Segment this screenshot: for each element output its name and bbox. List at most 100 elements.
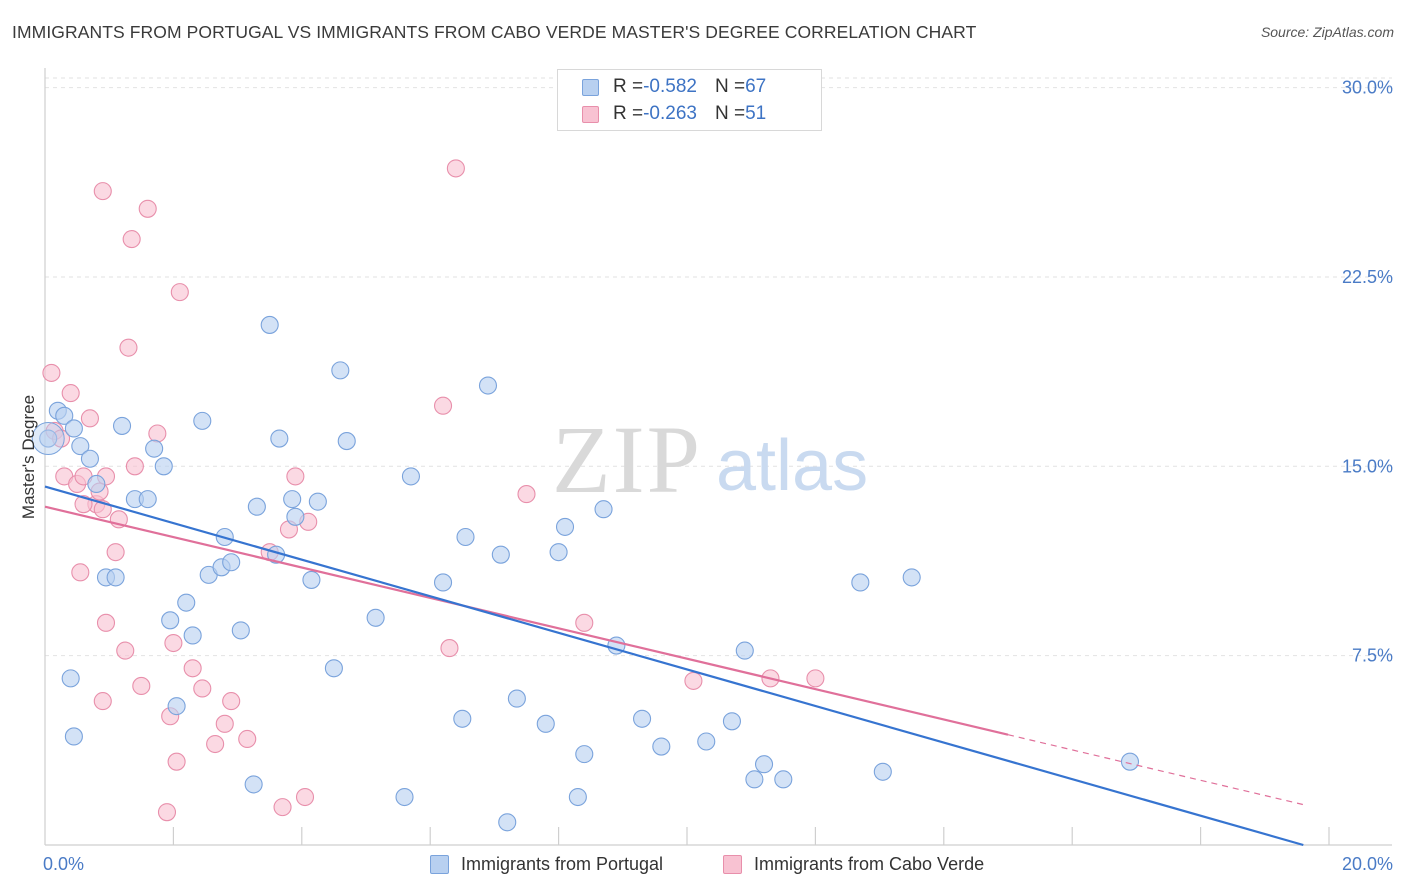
caboverde-point <box>96 613 116 632</box>
portugal-point <box>64 727 83 746</box>
legend-r-value: -0.263 <box>643 103 697 124</box>
caboverde-point <box>440 639 459 658</box>
portugal-point <box>64 419 83 438</box>
caboverde-point <box>806 669 825 688</box>
caboverde-point <box>148 424 167 443</box>
caboverde-point <box>42 363 61 382</box>
stats-legend: R = -0.582 N = 67 R = -0.263 N = 51 <box>557 69 822 131</box>
portugal-point <box>61 669 80 688</box>
portugal-point <box>745 770 764 789</box>
portugal-point <box>154 457 173 476</box>
portugal-point <box>231 621 250 640</box>
legend-swatch-caboverde <box>582 105 599 123</box>
portugal-point <box>594 500 613 519</box>
portugal-point <box>80 449 99 468</box>
portugal-point <box>498 813 517 832</box>
caboverde-point <box>206 734 225 754</box>
legend-item-caboverde: Immigrants from Cabo Verde <box>723 851 984 877</box>
portugal-point <box>366 608 385 627</box>
portugal-point <box>71 437 90 456</box>
portugal-point <box>456 527 475 547</box>
portugal-point <box>735 641 754 660</box>
portugal-point <box>754 755 774 774</box>
source-credit: Source: ZipAtlas.com <box>1260 24 1394 40</box>
portugal-point <box>568 787 587 807</box>
portugal-point <box>222 553 241 572</box>
portugal-point <box>193 411 212 430</box>
legend-label-caboverde: Immigrants from Cabo Verde <box>754 853 985 874</box>
caboverde-point <box>446 159 465 178</box>
portugal-point <box>491 545 510 564</box>
caboverde-point <box>222 692 241 711</box>
portugal-point <box>507 689 526 708</box>
caboverde-point <box>575 613 594 632</box>
portugal-point <box>138 490 157 509</box>
portugal-point <box>145 439 164 458</box>
portugal-point <box>873 762 892 781</box>
caboverde-point <box>80 409 99 428</box>
tick-labels: 7.5% 15.0% 22.5% 30.0% 0.0% 20.0% <box>43 78 1393 874</box>
legend-row-caboverde: R = -0.263 N = 51 <box>582 101 766 127</box>
portugal-point <box>167 697 186 716</box>
watermark-atlas: atlas <box>716 426 868 506</box>
x-tick-label: 0.0% <box>43 854 84 874</box>
caboverde-point <box>61 384 80 403</box>
portugal-point <box>549 543 568 562</box>
axes <box>44 68 1392 846</box>
portugal-point <box>87 474 106 494</box>
portugal-point <box>260 315 279 334</box>
portugal-point <box>774 770 793 789</box>
caboverde-point <box>74 495 93 514</box>
caboverde-point <box>119 338 138 357</box>
portugal-point <box>247 497 266 516</box>
legend-n-label: N = <box>714 103 746 124</box>
legend-n-value: 67 <box>745 76 767 97</box>
portugal-point <box>112 416 132 435</box>
portugal-point <box>478 376 498 395</box>
portugal-point <box>337 432 356 451</box>
caboverde-point <box>193 679 212 698</box>
gridlines <box>45 77 1392 657</box>
portugal-point <box>555 517 575 536</box>
legend-n-label: N = <box>714 76 746 97</box>
portugal-point <box>270 429 289 448</box>
caboverde-point <box>517 485 536 504</box>
legend-r-value: -0.582 <box>643 76 697 97</box>
caboverde-point <box>93 692 112 711</box>
portugal-point <box>902 568 921 587</box>
y-tick-label: 7.5% <box>1352 646 1393 666</box>
caboverde-point <box>295 787 315 807</box>
caboverde-point <box>433 396 453 415</box>
y-tick-label: 15.0% <box>1342 456 1393 476</box>
caboverde-point <box>71 563 90 582</box>
portugal-point <box>161 611 180 630</box>
caboverde-point <box>164 633 183 653</box>
caboverde-point <box>132 676 151 696</box>
caboverde-point <box>170 283 189 302</box>
caboverde-point <box>167 752 186 771</box>
caboverde-point <box>215 714 234 733</box>
portugal-point <box>722 712 741 731</box>
portugal-point <box>244 775 263 794</box>
portugal-point <box>31 422 65 456</box>
caboverde-point <box>138 199 157 218</box>
y-axis-title: Master's Degree <box>19 395 38 519</box>
caboverde-point <box>183 659 202 678</box>
portugal-point <box>453 709 472 728</box>
x-tick-label: 20.0% <box>1342 854 1393 874</box>
legend-swatch-portugal <box>582 78 599 96</box>
portugal-point <box>39 429 58 448</box>
portugal-point <box>1120 752 1140 771</box>
y-tick-label: 30.0% <box>1342 78 1393 98</box>
portugal-point <box>633 709 652 728</box>
caboverde-point <box>122 230 141 249</box>
portugal-point <box>536 714 555 733</box>
portugal-point <box>55 406 74 425</box>
caboverde-point <box>684 671 703 690</box>
y-tick-label: 22.5% <box>1342 267 1393 287</box>
legend-swatch-caboverde <box>723 854 742 874</box>
caboverde-point <box>125 457 144 476</box>
portugal-point <box>106 568 125 587</box>
legend-n-value: 51 <box>745 103 767 124</box>
